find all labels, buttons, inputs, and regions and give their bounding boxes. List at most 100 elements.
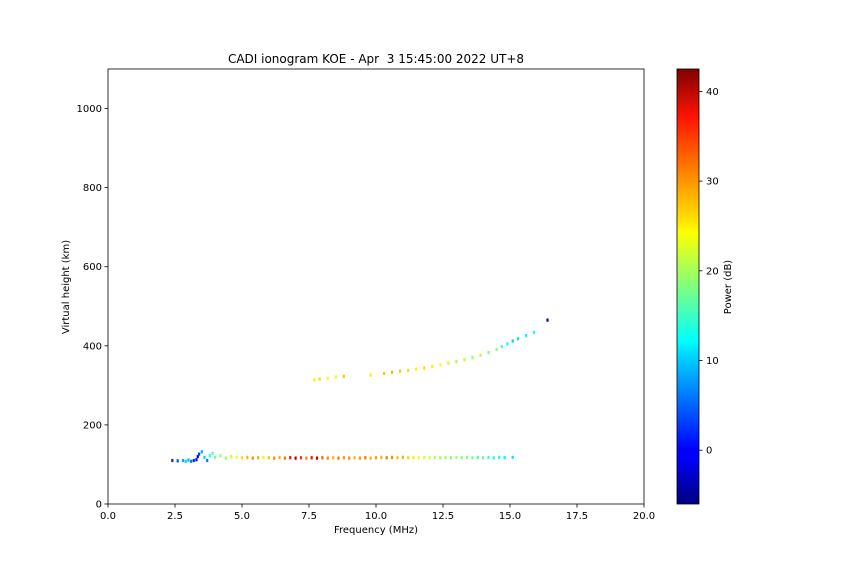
data-point [256,456,260,460]
data-point [449,456,453,460]
data-point [479,353,482,357]
data-point [407,456,410,460]
data-point [369,456,372,460]
data-point [184,459,187,463]
data-point [240,456,244,460]
data-point [189,459,193,463]
data-point [399,369,402,373]
data-point [196,454,199,459]
data-point [423,455,426,459]
x-tick-label: 17.5 [566,511,588,522]
plot-area [108,69,644,504]
data-point [524,333,528,338]
data-point [171,458,174,463]
data-point [198,452,201,456]
data-point [337,456,340,460]
data-point [235,455,238,459]
data-point [353,456,356,460]
data-point [492,456,496,460]
chart-title: CADI ionogram KOE - Apr 3 15:45:00 2022 … [228,52,524,66]
data-point [230,454,233,459]
data-point [283,456,286,460]
data-point [374,456,378,460]
y-tick-label: 400 [83,341,102,352]
data-point [181,458,185,463]
data-point [267,456,270,460]
data-point [246,455,249,459]
data-point [511,339,514,343]
data-point [342,456,345,460]
data-point [315,456,319,460]
data-point [176,459,179,463]
data-point [318,377,321,381]
data-point [385,456,388,460]
x-tick-label: 12.5 [432,511,454,522]
data-point [224,456,228,460]
x-tick-label: 2.5 [167,511,183,522]
data-point [382,371,386,376]
data-point [390,370,394,374]
data-point [369,373,372,377]
data-point [431,364,434,368]
data-point [471,456,474,460]
data-point [500,345,504,349]
y-axis: 0 200 400 600 800 1000 [77,104,108,511]
data-point [326,456,329,460]
data-point [310,456,313,460]
data-point [511,455,514,459]
data-point [214,455,217,459]
x-tick-label: 7.5 [301,511,317,522]
data-point [380,455,383,459]
data-point [533,330,536,334]
colorbar-tick-label: 20 [706,266,719,277]
data-point [439,456,442,460]
x-tick-label: 10.0 [365,511,387,522]
data-point [289,456,292,460]
y-tick-label: 0 [96,500,102,511]
data-point [326,376,329,380]
data-point [299,456,303,460]
data-point [262,455,265,459]
data-point [428,456,431,460]
data-point [415,367,418,371]
data-point [476,455,479,459]
data-point [364,456,367,460]
data-point [219,454,222,458]
colorbar-ticks: 0 10 20 30 40 [699,87,719,457]
data-points [171,318,549,463]
data-point [321,456,324,460]
data-point [516,337,520,341]
data-point [460,456,463,460]
data-point [203,455,206,459]
data-point [294,456,297,460]
x-axis: 0.0 2.5 5.0 7.5 10.0 12.5 15.0 17.5 20.0 [100,504,655,522]
data-point [273,456,276,460]
data-point [417,456,420,460]
x-tick-label: 15.0 [499,511,521,522]
data-point [495,347,498,351]
x-tick-label: 20.0 [633,511,655,522]
y-tick-label: 800 [83,183,102,194]
data-point [396,456,399,460]
data-point [200,450,203,454]
data-point [208,454,211,458]
data-point [187,458,190,462]
x-axis-label: Frequency (MHz) [334,525,418,536]
x-tick-label: 5.0 [234,511,250,522]
data-point [455,360,458,364]
data-point [278,455,281,459]
data-point [342,374,345,378]
data-point [447,361,450,365]
data-point [423,366,426,370]
data-point [444,455,447,459]
data-point [487,455,490,459]
data-point [506,342,509,346]
data-point [390,455,394,459]
data-point [251,456,254,460]
colorbar-tick-label: 10 [706,356,719,367]
colorbar [676,68,700,505]
colorbar-tick-label: 0 [706,446,712,457]
data-point [487,350,490,355]
data-point [412,455,415,459]
data-point [407,368,410,372]
